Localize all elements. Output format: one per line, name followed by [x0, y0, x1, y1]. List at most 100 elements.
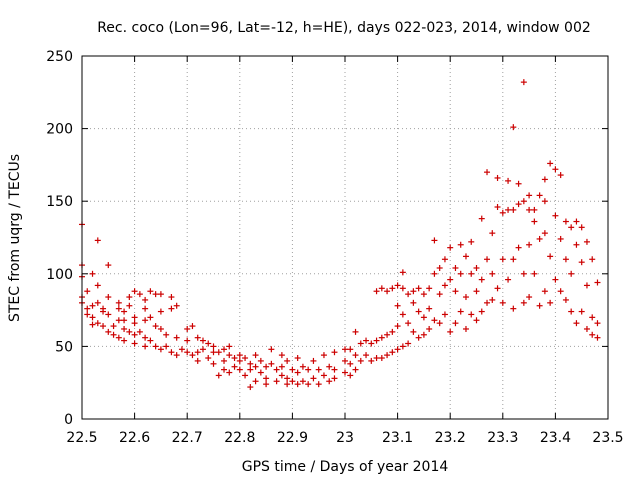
data-point [236, 352, 243, 359]
data-point [94, 237, 101, 244]
data-point [284, 381, 291, 388]
data-point [131, 314, 138, 321]
data-point [510, 305, 517, 312]
y-tick-label: 250 [46, 49, 73, 65]
x-tick-label: 23.2 [435, 430, 466, 446]
data-point [278, 363, 285, 370]
data-point [184, 349, 191, 356]
data-point [378, 334, 385, 341]
data-point [205, 340, 212, 347]
data-point [184, 325, 191, 332]
x-tick-label: 22.7 [172, 430, 203, 446]
data-point [89, 321, 96, 328]
x-tick-labels: 22.5 22.6 22.7 22.8 22.9 23 23.1 23.2 23.3 23.4 23… [66, 430, 623, 446]
data-point [447, 244, 454, 251]
data-point [315, 381, 322, 388]
data-point [510, 256, 517, 263]
data-point [273, 366, 280, 373]
data-point [478, 215, 485, 222]
data-point [384, 331, 391, 338]
data-point [526, 241, 533, 248]
data-point [431, 237, 438, 244]
data-point [441, 311, 448, 318]
data-point [531, 206, 538, 213]
data-point [536, 302, 543, 309]
data-point [389, 328, 396, 335]
grid-lines [82, 56, 608, 419]
data-point [526, 294, 533, 301]
data-point [531, 218, 538, 225]
data-point [420, 291, 427, 298]
data-point [105, 262, 112, 269]
data-point [331, 375, 338, 382]
data-point [515, 180, 522, 187]
data-point [583, 325, 590, 332]
data-point [499, 256, 506, 263]
data-point [547, 160, 554, 167]
data-point [178, 346, 185, 353]
data-point [473, 288, 480, 295]
data-point [278, 372, 285, 379]
data-point [505, 206, 512, 213]
data-point [489, 270, 496, 277]
data-point [578, 224, 585, 231]
data-point [126, 294, 133, 301]
data-point [94, 282, 101, 289]
data-point [394, 323, 401, 330]
data-point [278, 352, 285, 359]
data-point [394, 302, 401, 309]
data-point [236, 366, 243, 373]
data-point [363, 337, 370, 344]
data-point [441, 256, 448, 263]
data-point [541, 198, 548, 205]
data-point [547, 299, 554, 306]
data-point [100, 308, 107, 315]
data-point [552, 212, 559, 219]
data-point [320, 372, 327, 379]
data-point [405, 291, 412, 298]
data-point [205, 355, 212, 362]
data-point [110, 323, 117, 330]
data-point [147, 314, 154, 321]
data-point [221, 357, 228, 364]
data-point [142, 334, 149, 341]
data-point [289, 378, 296, 385]
data-point [405, 340, 412, 347]
data-point [194, 357, 201, 364]
data-point [541, 288, 548, 295]
data-point [536, 235, 543, 242]
data-point [142, 343, 149, 350]
data-point [247, 384, 254, 391]
data-point [199, 346, 206, 353]
data-point [157, 308, 164, 315]
data-point [410, 299, 417, 306]
data-point [568, 308, 575, 315]
data-point [294, 355, 301, 362]
data-point [152, 323, 159, 330]
data-point [389, 349, 396, 356]
data-point [184, 337, 191, 344]
data-point [378, 285, 385, 292]
data-point [562, 218, 569, 225]
data-point [499, 209, 506, 216]
data-point [426, 305, 433, 312]
data-point [431, 270, 438, 277]
plot-frame [81, 55, 609, 420]
x-tick-label: 22.5 [66, 430, 97, 446]
data-point [121, 325, 128, 332]
data-point [399, 343, 406, 350]
data-point [394, 346, 401, 353]
data-point [583, 282, 590, 289]
data-point [121, 317, 128, 324]
data-point [210, 349, 217, 356]
data-point [368, 357, 375, 364]
data-point [326, 363, 333, 370]
y-tick-label: 150 [46, 194, 73, 210]
data-point [100, 323, 107, 330]
data-point [194, 334, 201, 341]
data-point [121, 308, 128, 315]
data-point [284, 357, 291, 364]
data-point [541, 176, 548, 183]
data-point [226, 343, 233, 350]
